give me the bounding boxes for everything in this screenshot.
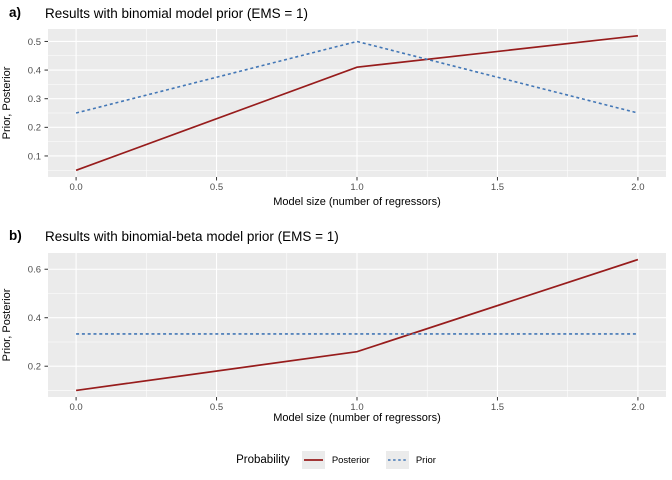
series-line-posterior: [75, 258, 639, 392]
chart-b-plot-area: 0.0 0.5 1.0 1.5 2.0 0.2 0.4 0.6: [28, 253, 666, 413]
chart-b-title: Results with binomial-beta model prior (…: [45, 229, 339, 244]
chart-b-tag: b): [9, 228, 22, 243]
svg-text:0.2: 0.2: [28, 123, 41, 134]
svg-text:2.0: 2.0: [631, 182, 644, 193]
chart-a-title: Results with binomial model prior (EMS =…: [45, 6, 308, 21]
svg-text:0.2: 0.2: [28, 362, 41, 373]
posterior-key-icon: [301, 451, 325, 469]
legend-label-prior: Prior: [415, 454, 436, 466]
series-line-prior: [75, 40, 639, 114]
svg-text:0.4: 0.4: [28, 65, 41, 76]
prior-key-icon: [385, 451, 409, 469]
legend: Probability Posterior Prior: [0, 447, 672, 473]
chart-b-x-axis-label: Model size (number of regressors): [273, 412, 441, 424]
svg-text:0.5: 0.5: [210, 182, 223, 193]
svg-text:0.0: 0.0: [69, 402, 82, 413]
chart-a-x-axis-label: Model size (number of regressors): [273, 196, 441, 208]
svg-text:0.6: 0.6: [28, 265, 41, 276]
legend-title: Probability: [236, 454, 290, 466]
svg-text:1.0: 1.0: [350, 182, 363, 193]
svg-text:0.5: 0.5: [28, 37, 41, 48]
svg-text:1.5: 1.5: [491, 182, 504, 193]
svg-text:0.3: 0.3: [28, 94, 41, 105]
chart-a-tag: a): [9, 5, 22, 20]
series-line-posterior: [75, 34, 639, 172]
svg-text:1.5: 1.5: [491, 402, 504, 413]
svg-text:0.4: 0.4: [28, 313, 41, 324]
svg-text:1.0: 1.0: [350, 402, 363, 413]
svg-text:2.0: 2.0: [631, 402, 644, 413]
svg-text:0.1: 0.1: [28, 151, 41, 162]
chart-a-plot-area: 0.0 0.5 1.0 1.5 2.0 0.1 0.2 0.3 0.4 0.5: [28, 29, 666, 193]
legend-item-posterior: Posterior: [301, 451, 370, 469]
svg-text:0.5: 0.5: [210, 402, 223, 413]
legend-label-posterior: Posterior: [331, 454, 370, 466]
svg-text:0.0: 0.0: [69, 182, 82, 193]
legend-item-prior: Prior: [385, 451, 436, 469]
